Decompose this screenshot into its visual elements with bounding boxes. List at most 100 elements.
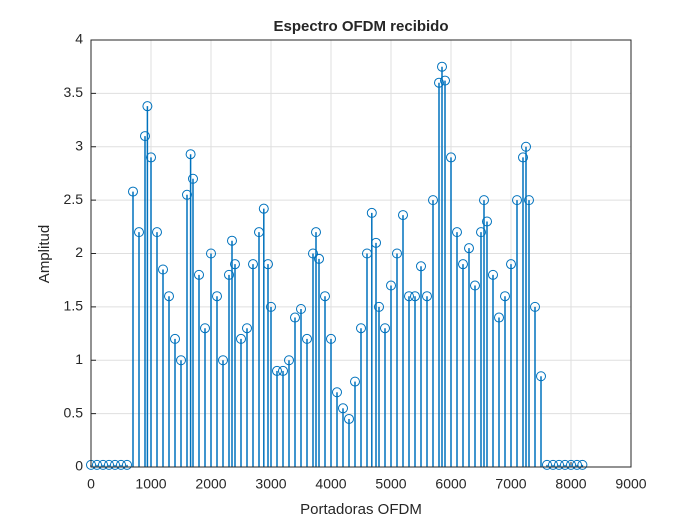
stem-marker [476,227,486,238]
x-tick-label: 0 [87,476,95,492]
stem-marker [479,195,489,206]
stem-marker [338,403,348,414]
y-tick-label: 4 [75,31,83,47]
stem-marker [404,291,414,302]
stem-marker [200,323,210,334]
stem-marker [554,459,564,470]
stem-marker [278,365,288,376]
stem-marker [437,61,447,72]
stem-marker [560,459,570,470]
x-tick-label: 9000 [615,476,646,492]
stem-marker [152,227,162,238]
stem-marker [302,333,312,344]
stem-marker [518,152,528,163]
stem-marker [374,301,384,312]
stem-marker [242,323,252,334]
stem-marker [206,248,216,259]
stem-marker [134,227,144,238]
stem-marker [350,376,360,387]
stem-marker [230,259,240,270]
stem-marker [116,459,126,470]
x-tick-label: 6000 [435,476,466,492]
stem-marker [356,323,366,334]
stem-marker [464,243,474,254]
stem-marker [326,333,336,344]
x-tick-label: 1000 [135,476,166,492]
stem-marker [506,259,516,270]
stem-marker [194,269,204,280]
stem-marker [332,387,342,398]
stem-marker [416,261,426,272]
stem-marker [146,152,156,163]
stem-marker [320,291,330,302]
stem-marker [218,355,228,366]
stem-marker [248,259,258,270]
stem-marker [566,459,576,470]
stem-marker [227,235,237,246]
stem-marker [452,227,462,238]
stem-marker [428,195,438,206]
stem-marker [521,141,531,152]
stem-marker [524,195,534,206]
stem-marker [440,75,450,86]
stem-marker [308,248,318,259]
stem-marker [263,259,273,270]
y-tick-label: 1 [75,351,83,367]
stem-marker [188,173,198,184]
stem-marker [110,459,120,470]
stem-marker [458,259,468,270]
x-axis-label: Portadoras OFDM [300,501,422,518]
stem-marker [386,280,396,291]
stem-marker [104,459,114,470]
stem-marker [371,237,381,248]
plot-frame [90,39,632,468]
stem-marker [494,312,504,323]
stem-marker [470,280,480,291]
x-tick-label: 2000 [195,476,226,492]
stem-marker [311,227,321,238]
stem-marker [366,207,377,218]
stem-marker [434,77,444,88]
stem-marker [344,413,354,424]
stem-marker [224,269,234,280]
stem-marker [236,333,246,344]
stem-marker [572,459,582,470]
y-tick-label: 2 [75,244,83,260]
stem-marker [446,152,456,163]
stem-marker [290,312,300,323]
stem-marker [122,459,132,470]
stem-marker [512,195,522,206]
stem-marker [98,459,108,470]
stem-marker [266,301,276,312]
stem-marker [542,459,552,470]
stem-marker [284,355,294,366]
stem-marker [500,291,510,302]
chart-title: Espectro OFDM recibido [273,18,448,35]
stem-marker [158,264,168,275]
x-tick-label: 4000 [315,476,346,492]
stem-marker [142,101,153,112]
x-tick-label: 7000 [495,476,526,492]
stem-marker [176,355,186,366]
stem-marker [212,291,222,302]
stem-marker [410,291,420,302]
stem-marker [577,459,588,470]
stem-marker [422,291,432,302]
y-tick-label: 3.5 [64,84,84,100]
stem-marker [128,186,138,197]
y-tick-label: 1.5 [64,298,84,314]
stem-marker [140,131,150,142]
stem-marker [92,459,102,470]
y-axis-label: Amplitud [36,225,53,283]
x-tick-label: 3000 [255,476,286,492]
stem-marker [536,371,546,382]
stem-marker [182,189,192,200]
stem-marker [258,203,269,214]
stem-marker [314,253,324,264]
stem-marker [530,301,540,312]
y-tick-label: 3 [75,137,83,153]
stem-marker [272,365,282,376]
stem-marker [164,291,174,302]
stem-marker [296,304,306,315]
